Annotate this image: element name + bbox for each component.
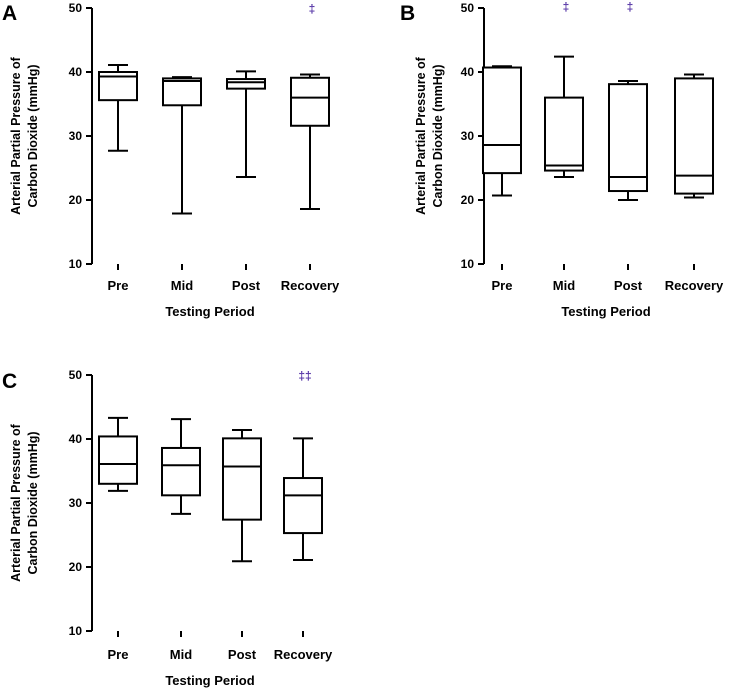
y-tick-label: 30	[69, 129, 83, 143]
box-mid	[161, 418, 201, 515]
significance-marker: ‡‡	[298, 369, 311, 383]
x-axis-title: Testing Period	[561, 304, 650, 319]
x-category-label: Post	[232, 278, 261, 293]
box-iqr	[544, 96, 584, 172]
box-iqr	[226, 78, 266, 90]
y-axis-title-line2: Carbon Dioxide (mmHg)	[26, 64, 40, 207]
significance-marker: ‡	[309, 2, 316, 16]
y-tick-label: 40	[461, 65, 475, 79]
x-axis-title: Testing Period	[165, 673, 254, 688]
y-axis-title-line1: Arterial Partial Pressure of	[9, 56, 23, 215]
panel-letter: C	[2, 370, 17, 393]
panel-a: A 10 20 30 40 50 Pre Mid Post Recovery Testing Pe…	[2, 1, 340, 319]
box-iqr	[608, 83, 648, 193]
significance-marker: ‡	[627, 0, 634, 14]
y-axis-title-line1: Arterial Partial Pressure of	[414, 56, 428, 215]
x-category-label: Post	[614, 278, 643, 293]
box-pre	[98, 416, 138, 492]
panel-c: C 10 20 30 40 50 Pre Mid Post Recovery Testing Pe…	[2, 368, 333, 688]
box-iqr	[222, 437, 262, 521]
box-iqr	[98, 435, 138, 485]
x-category-label: Mid	[171, 278, 193, 293]
y-tick-label: 20	[69, 193, 83, 207]
y-tick-label: 50	[69, 368, 83, 382]
y-tick-label: 10	[461, 257, 475, 271]
y-tick-label: 40	[69, 65, 83, 79]
significance-marker: ‡	[563, 0, 570, 14]
y-tick-label: 10	[69, 624, 83, 638]
box-recovery	[674, 73, 714, 199]
panel-b: B 10 20 30 40 50 Pre Mid Post Recovery Testing Pe…	[400, 0, 724, 319]
y-tick-label: 30	[69, 496, 83, 510]
box-pre	[98, 63, 138, 152]
y-axis-title-line2: Carbon Dioxide (mmHg)	[26, 431, 40, 574]
box-mid	[544, 55, 584, 178]
y-tick-label: 20	[69, 560, 83, 574]
y-tick-label: 30	[461, 129, 475, 143]
x-axis-title: Testing Period	[165, 304, 254, 319]
panel-letter: B	[400, 2, 415, 25]
box-iqr	[162, 77, 202, 107]
box-recovery	[283, 437, 323, 561]
box-iqr	[290, 76, 330, 127]
box-iqr	[161, 446, 201, 497]
box-mid	[162, 76, 202, 215]
panel-letter: A	[2, 2, 17, 25]
x-category-label: Recovery	[274, 647, 333, 662]
y-axis-title-line1: Arterial Partial Pressure of	[9, 423, 23, 582]
box-post	[226, 70, 266, 178]
box-post	[608, 79, 648, 201]
y-tick-label: 50	[69, 1, 83, 15]
y-tick-label: 50	[461, 1, 475, 15]
x-category-label: Pre	[492, 278, 513, 293]
box-recovery	[290, 73, 330, 210]
box-iqr	[283, 477, 323, 535]
x-category-label: Recovery	[665, 278, 724, 293]
x-category-label: Pre	[108, 278, 129, 293]
x-category-label: Mid	[553, 278, 575, 293]
y-axis-title-line2: Carbon Dioxide (mmHg)	[431, 64, 445, 207]
x-category-label: Pre	[108, 647, 129, 662]
box-post	[222, 429, 262, 563]
y-tick-label: 20	[461, 193, 475, 207]
y-tick-label: 40	[69, 432, 83, 446]
box-pre	[482, 65, 522, 197]
y-tick-label: 10	[69, 257, 83, 271]
x-category-label: Post	[228, 647, 257, 662]
x-category-label: Mid	[170, 647, 192, 662]
box-iqr	[674, 77, 714, 195]
x-category-label: Recovery	[281, 278, 340, 293]
box-iqr	[482, 66, 522, 175]
